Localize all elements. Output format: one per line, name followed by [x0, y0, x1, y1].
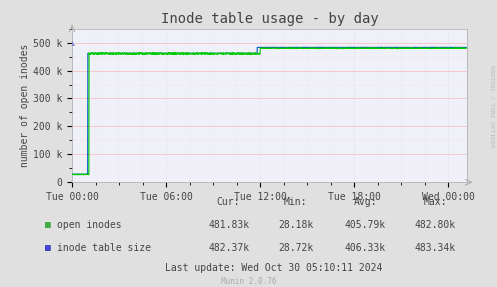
- Text: 481.83k: 481.83k: [208, 220, 249, 230]
- Title: Inode table usage - by day: Inode table usage - by day: [161, 12, 379, 26]
- Text: Munin 2.0.76: Munin 2.0.76: [221, 277, 276, 286]
- Text: open inodes: open inodes: [57, 220, 122, 230]
- Text: ■: ■: [45, 243, 51, 253]
- Text: 483.34k: 483.34k: [414, 243, 455, 253]
- Text: Min:: Min:: [284, 197, 308, 207]
- Text: 28.72k: 28.72k: [278, 243, 313, 253]
- Text: Avg:: Avg:: [353, 197, 377, 207]
- Text: 28.18k: 28.18k: [278, 220, 313, 230]
- Text: 482.80k: 482.80k: [414, 220, 455, 230]
- Text: 482.37k: 482.37k: [208, 243, 249, 253]
- Text: Last update: Wed Oct 30 05:10:11 2024: Last update: Wed Oct 30 05:10:11 2024: [165, 263, 382, 273]
- Text: Cur:: Cur:: [217, 197, 241, 207]
- Text: RRDTOOL / TOBI OETIKER: RRDTOOL / TOBI OETIKER: [490, 65, 495, 148]
- Text: 406.33k: 406.33k: [345, 243, 386, 253]
- Text: inode table size: inode table size: [57, 243, 151, 253]
- Y-axis label: number of open inodes: number of open inodes: [20, 44, 30, 167]
- Text: Max:: Max:: [423, 197, 447, 207]
- Text: 405.79k: 405.79k: [345, 220, 386, 230]
- Text: ■: ■: [45, 220, 51, 230]
